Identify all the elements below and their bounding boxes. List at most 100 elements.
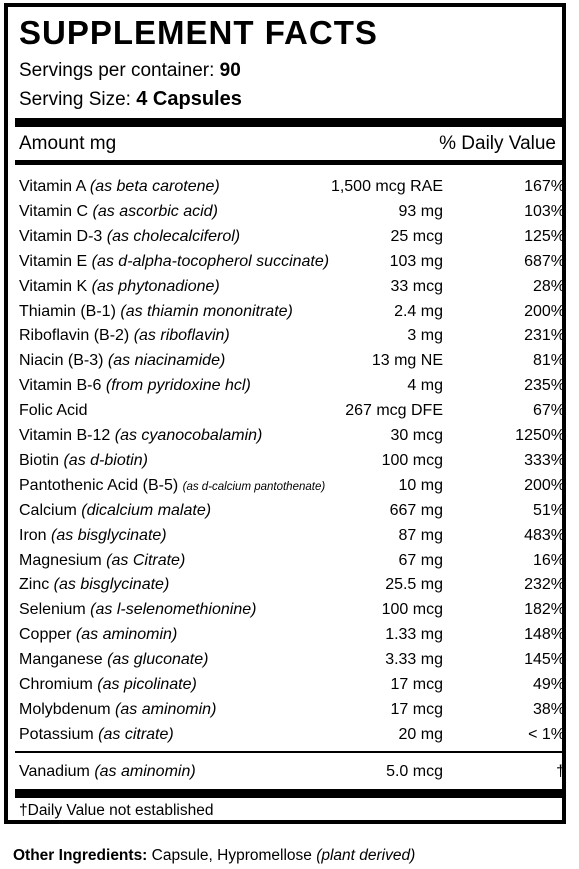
nutrient-daily-value: 81% xyxy=(532,352,565,370)
nutrient-name: Niacin (B-3) (as niacinamide) xyxy=(19,352,226,370)
nutrient-daily-value: 145% xyxy=(524,651,565,669)
nutrient-daily-value: 103% xyxy=(524,202,565,220)
nutrient-daily-value: 67% xyxy=(532,402,565,420)
nutrient-amount: 3 mg xyxy=(407,327,443,345)
nutrient-daily-value: 167% xyxy=(524,178,565,195)
nutrient-daily-value: 49% xyxy=(532,676,565,693)
nutrient-daily-value: 200% xyxy=(524,476,565,494)
nutrient-name: Chromium (as picolinate) xyxy=(19,676,197,693)
nutrient-amount: 10 mg xyxy=(398,476,443,494)
nutrient-daily-value: 16% xyxy=(532,551,565,569)
nutrient-row: Calcium (dicalcium malate) 667 mg 51% xyxy=(19,498,565,523)
bottom-thick-divider xyxy=(15,789,563,798)
serving-size-label: Serving Size: xyxy=(19,89,137,110)
nutrient-row: Chromium (as picolinate) 17 mcg 49% xyxy=(19,672,565,697)
nutrient-amount: 17 mcg xyxy=(390,676,443,693)
other-ingredients-note: (plant derived) xyxy=(316,847,416,864)
nutrient-daily-value: 231% xyxy=(524,327,565,345)
nutrient-row: Vitamin B-12 (as cyanocobalamin) 30 mcg 12… xyxy=(19,423,565,448)
servings-value: 90 xyxy=(219,60,241,81)
thick-divider xyxy=(15,118,563,127)
nutrient-row: Zinc (as bisglycinate) 25.5 mg 232% xyxy=(19,572,565,597)
nutrient-name: Vitamin C (as ascorbic acid) xyxy=(19,202,218,220)
nutrient-daily-value: 235% xyxy=(524,377,565,395)
nutrient-row: Molybdenum (as aminomin) 17 mcg 38% xyxy=(19,697,565,722)
nutrient-row: Niacin (B-3) (as niacinamide) 13 mg NE 81% xyxy=(19,348,565,373)
serving-size-value: 4 Capsules xyxy=(136,88,242,110)
other-ingredients: Other Ingredients: Capsule, Hypromellose… xyxy=(13,844,415,868)
nutrient-amount: 267 mcg DFE xyxy=(345,402,443,420)
nutrient-name: Riboflavin (B-2) (as riboflavin) xyxy=(19,327,230,345)
nutrient-name: Biotin (as d-biotin) xyxy=(19,451,148,469)
nutrient-amount: 103 mg xyxy=(389,252,443,270)
nutrient-name: Vitamin A (as beta carotene) xyxy=(19,178,220,195)
nutrient-daily-value: 333% xyxy=(524,451,565,469)
medium-divider xyxy=(15,160,563,165)
amount-column-header: Amount mg xyxy=(19,133,117,154)
nutrient-row: Riboflavin (B-2) (as riboflavin) 3 mg 231% xyxy=(19,323,565,348)
nutrient-daily-value: 1250% xyxy=(515,427,565,444)
nutrient-row: Thiamin (B-1) (as thiamin mononitrate) 2.… xyxy=(19,299,565,324)
nutrient-row: Vitamin B-6 (from pyridoxine hcl) 4 mg 235… xyxy=(19,373,565,398)
nutrient-name: Molybdenum (as aminomin) xyxy=(19,700,217,718)
nutrient-name: Vitamin K (as phytonadione) xyxy=(19,277,220,295)
nutrient-name: Thiamin (B-1) (as thiamin mononitrate) xyxy=(19,302,293,320)
nutrient-amount: 13 mg NE xyxy=(371,352,443,370)
other-ingredients-text: Capsule, Hypromellose xyxy=(151,847,317,864)
nutrient-amount: 20 mg xyxy=(398,725,443,743)
nutrient-row: Copper (as aminomin) 1.33 mg 148% xyxy=(19,622,565,647)
nutrient-daily-value: † xyxy=(556,763,565,780)
nutrient-row: Biotin (as d-biotin) 100 mcg 333% xyxy=(19,448,565,473)
nutrient-name: Selenium (as l-selenomethionine) xyxy=(19,601,257,619)
nutrient-amount: 2.4 mg xyxy=(394,302,443,320)
nutrient-amount: 33 mcg xyxy=(390,277,443,295)
nutrient-daily-value: 28% xyxy=(532,277,565,295)
nutrient-amount: 1,500 mcg RAE xyxy=(330,178,443,195)
nutrient-row: Vitamin E (as d-alpha-tocopherol succina… xyxy=(19,249,565,274)
nutrient-row: Vitamin A (as beta carotene) 1,500 mcg RA… xyxy=(19,174,565,199)
nutrient-amount: 4 mg xyxy=(407,377,443,395)
nutrient-row: Potassium (as citrate) 20 mg < 1% xyxy=(19,722,565,747)
nutrient-daily-value: 483% xyxy=(524,526,565,544)
nutrient-name: Vanadium (as aminomin) xyxy=(19,763,196,780)
nutrient-daily-value: 148% xyxy=(524,626,565,644)
nutrient-daily-value: 51% xyxy=(532,501,565,519)
daily-value-column-header: % Daily Value xyxy=(439,133,556,154)
servings-per-container: Servings per container: 90 xyxy=(19,59,241,83)
nutrient-name: Zinc (as bisglycinate) xyxy=(19,576,170,594)
other-ingredients-label: Other Ingredients: xyxy=(13,847,152,864)
nutrient-name: Folic Acid xyxy=(19,402,88,420)
nutrient-amount: 93 mg xyxy=(398,202,443,220)
nutrient-daily-value: 687% xyxy=(524,252,565,270)
nutrient-daily-value: 125% xyxy=(524,227,565,245)
nutrient-daily-value: 38% xyxy=(532,700,565,718)
nutrient-row: Magnesium (as Citrate) 67 mg 16% xyxy=(19,548,565,573)
nutrient-amount: 67 mg xyxy=(398,551,443,569)
servings-label: Servings per container: xyxy=(19,60,220,81)
nutrient-amount: 1.33 mg xyxy=(385,626,443,644)
nutrient-daily-value: 182% xyxy=(524,601,565,619)
nutrient-name: Vitamin B-6 (from pyridoxine hcl) xyxy=(19,377,251,395)
nutrient-row: Vitamin C (as ascorbic acid) 93 mg 103% xyxy=(19,199,565,224)
nutrient-name: Pantothenic Acid (B-5) (as d-calcium pan… xyxy=(19,476,326,494)
nutrient-row-vanadium: Vanadium (as aminomin) 5.0 mcg † xyxy=(19,759,565,784)
nutrient-name: Iron (as bisglycinate) xyxy=(19,526,167,544)
nutrient-amount: 30 mcg xyxy=(390,427,443,444)
nutrient-name: Copper (as aminomin) xyxy=(19,626,178,644)
nutrient-row: Selenium (as l-selenomethionine) 100 mcg 1… xyxy=(19,597,565,622)
nutrient-row: Manganese (as gluconate) 3.33 mg 145% xyxy=(19,647,565,672)
nutrient-row: Folic Acid 267 mcg DFE 67% xyxy=(19,398,565,423)
nutrient-amount: 17 mcg xyxy=(390,700,443,718)
nutrient-row: Pantothenic Acid (B-5) (as d-calcium pan… xyxy=(19,473,565,498)
nutrient-row: Vitamin D-3 (as cholecalciferol) 25 mcg 12… xyxy=(19,224,565,249)
nutrient-name: Manganese (as gluconate) xyxy=(19,651,209,669)
nutrient-amount: 5.0 mcg xyxy=(386,763,443,780)
nutrient-name: Vitamin E (as d-alpha-tocopherol succina… xyxy=(19,252,330,270)
footnote: †Daily Value not established xyxy=(19,802,214,819)
serving-size: Serving Size: 4 Capsules xyxy=(19,87,242,112)
nutrient-name: Magnesium (as Citrate) xyxy=(19,551,186,569)
nutrient-daily-value: 232% xyxy=(524,576,565,594)
nutrient-amount: 87 mg xyxy=(398,526,443,544)
nutrient-amount: 667 mg xyxy=(389,501,443,519)
nutrient-amount: 3.33 mg xyxy=(385,651,443,669)
